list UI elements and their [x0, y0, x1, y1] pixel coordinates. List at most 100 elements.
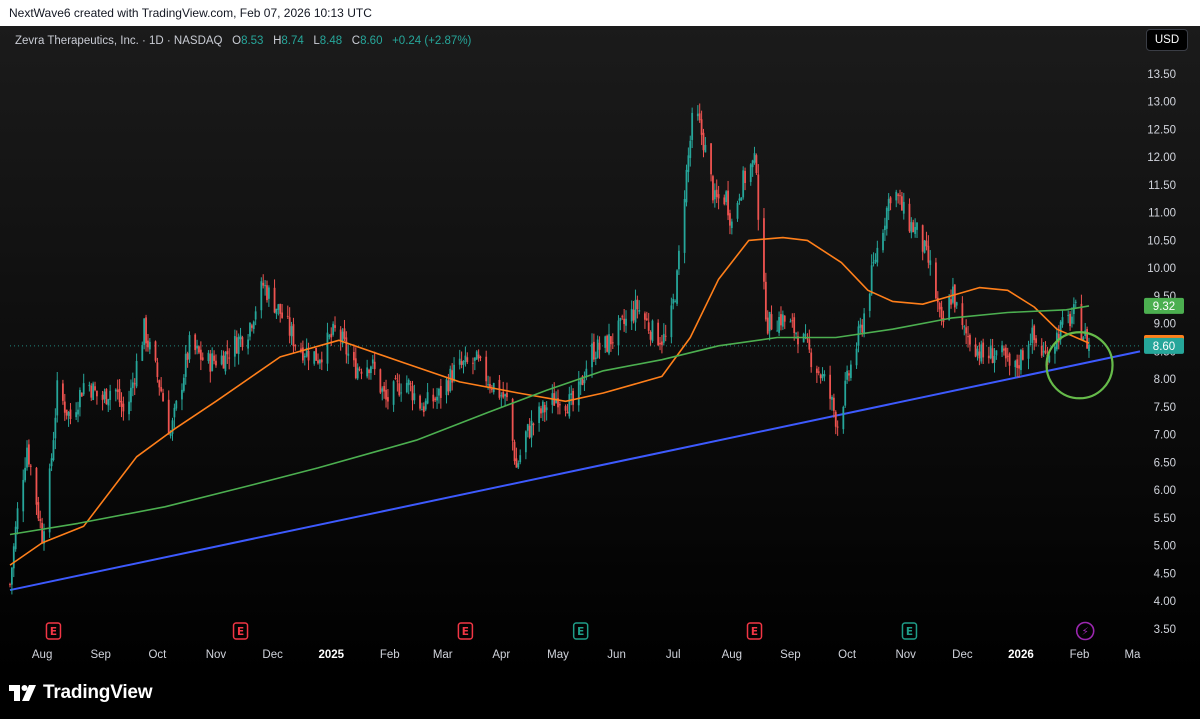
currency-button[interactable]: USD — [1146, 29, 1188, 51]
candle-body — [543, 404, 546, 413]
candle-body — [870, 265, 873, 295]
candle-body — [974, 344, 977, 357]
candle-body — [532, 423, 535, 426]
earnings-event-icon[interactable]: E — [45, 622, 62, 640]
earnings-event-icon[interactable]: E — [572, 622, 589, 640]
candle-body — [610, 336, 612, 345]
candle-body — [1088, 344, 1090, 352]
x-tick-label: Aug — [32, 649, 52, 661]
candle-body — [723, 197, 726, 205]
event-label: E — [906, 626, 913, 638]
candle-body — [292, 324, 295, 347]
candle-body — [122, 403, 125, 412]
support-trendline[interactable] — [9, 350, 1141, 592]
tradingview-logo[interactable]: TradingView — [9, 680, 153, 706]
candle-body — [147, 340, 149, 348]
candle-body — [625, 318, 627, 326]
y-tick-label: 5.00 — [1154, 541, 1176, 553]
candle-body — [670, 305, 673, 338]
candle-body — [96, 390, 98, 397]
candle-body — [819, 374, 822, 379]
symbol-name[interactable]: Zevra Therapeutics, Inc. · 1D · NASDAQ — [15, 35, 223, 47]
candle-body — [405, 382, 408, 393]
open-label: O — [232, 35, 242, 47]
candle-body — [978, 351, 981, 359]
candle-body — [424, 400, 427, 410]
candle-body — [472, 362, 474, 364]
candle-body — [558, 404, 561, 406]
earnings-event-icon[interactable]: E — [457, 622, 474, 640]
candle-body — [729, 213, 731, 226]
candle-body — [194, 334, 197, 351]
candle-body — [874, 259, 877, 262]
candle-body — [980, 344, 983, 362]
candle-body — [882, 232, 884, 251]
candle-body — [458, 358, 461, 365]
candle-body — [797, 336, 799, 345]
candle-body — [143, 318, 146, 345]
candle-body — [118, 388, 121, 403]
circle-annotation[interactable] — [1045, 331, 1114, 400]
candle-body — [475, 351, 478, 360]
candle-body — [250, 325, 253, 328]
y-axis: 3.50 4.00 4.50 5.00 5.50 6.00 6.50 7.00 7.50 8.00… — [1147, 69, 1176, 636]
x-tick-label: 2026 — [1008, 649, 1034, 661]
candle-body — [914, 226, 917, 234]
candle-body — [632, 309, 635, 321]
candle-body — [1082, 337, 1085, 341]
price-label: 8.60 — [1144, 337, 1184, 354]
candle-body — [69, 409, 72, 420]
candle-body — [649, 331, 652, 340]
candle-body — [751, 160, 754, 168]
candle-body — [305, 347, 308, 357]
candle-body — [698, 113, 701, 121]
candle-body — [1001, 345, 1003, 353]
candle-body — [267, 287, 270, 299]
candle-body — [241, 337, 244, 347]
candle-body — [453, 364, 455, 382]
candle-body — [24, 467, 27, 481]
x-tick-label: Sep — [780, 649, 800, 661]
news-event-icon[interactable]: ⚡ — [1075, 621, 1095, 641]
candle-body — [876, 247, 879, 263]
candle-body — [687, 155, 690, 172]
candle-body — [897, 194, 900, 196]
earnings-event-icon[interactable]: E — [901, 622, 918, 640]
y-tick-label: 6.50 — [1154, 457, 1176, 469]
candle-body — [938, 302, 941, 310]
candle-body — [651, 320, 654, 342]
earnings-event-icon[interactable]: E — [746, 622, 763, 640]
candle-body — [171, 420, 174, 434]
moving-average-short[interactable] — [9, 236, 1090, 566]
candle-body — [381, 388, 384, 392]
x-tick-label: 2025 — [318, 649, 344, 661]
y-tick-label: 5.50 — [1154, 513, 1176, 525]
candle-body — [902, 201, 905, 214]
candle-body — [842, 406, 845, 430]
y-tick-label: 7.00 — [1154, 430, 1176, 442]
candle-body — [326, 332, 329, 364]
symbol-legend: Zevra Therapeutics, Inc. · 1D · NASDAQ O… — [15, 35, 471, 47]
candle-body — [557, 398, 559, 408]
y-tick-label: 11.50 — [1148, 180, 1176, 192]
candle-body — [623, 318, 626, 324]
candle-body — [426, 392, 429, 404]
moving-average-long[interactable] — [9, 305, 1090, 536]
candle-body — [294, 345, 297, 347]
candle-body — [696, 113, 699, 117]
candle-body — [436, 396, 438, 401]
x-tick-label: Oct — [148, 649, 167, 661]
candle-body — [606, 335, 609, 352]
candle-body — [689, 140, 692, 158]
high-value: 8.74 — [281, 35, 304, 47]
candle-body — [645, 318, 648, 321]
candles-layer — [9, 103, 1090, 595]
candle-body — [82, 383, 85, 395]
earnings-event-icon[interactable]: E — [232, 622, 249, 640]
candle-body — [969, 335, 971, 345]
candle-body — [806, 337, 809, 340]
candle-body — [948, 296, 951, 321]
candle-body — [368, 369, 370, 374]
candle-body — [398, 383, 401, 396]
